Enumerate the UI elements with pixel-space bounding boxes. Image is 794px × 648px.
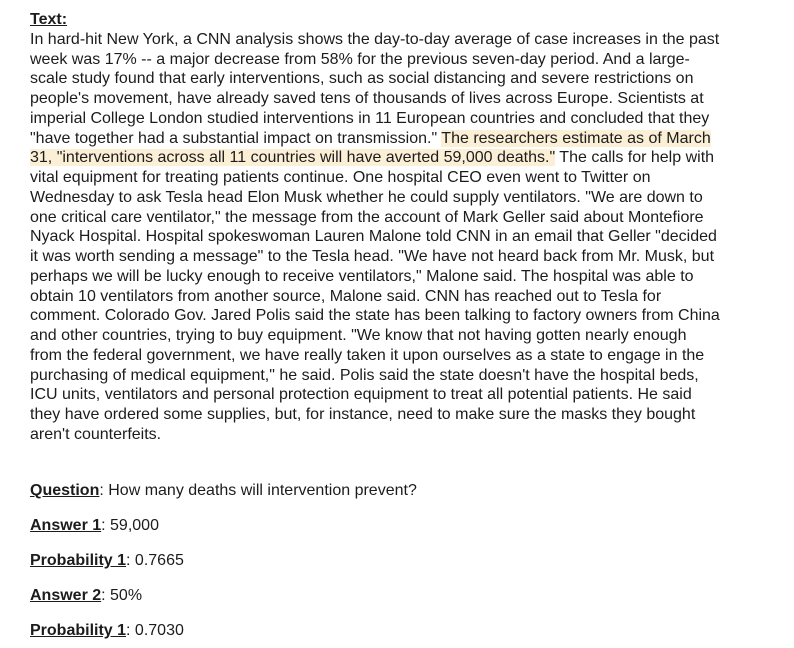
document-body: Text: In hard-hit New York, a CNN analys… — [30, 10, 720, 445]
probability-1-line: Probability 1: 0.7665 — [30, 551, 730, 571]
question-line: Question: How many deaths will intervent… — [30, 481, 730, 501]
probability-1-label: Probability 1 — [30, 552, 126, 569]
probability-2-line: Probability 1: 0.7030 — [30, 621, 730, 641]
passage-after: The calls for help with vital equipment … — [30, 149, 720, 443]
answer-1-label: Answer 1 — [30, 517, 101, 534]
question-text: : How many deaths will intervention prev… — [99, 482, 417, 499]
answer-2-value: : 50% — [101, 587, 142, 604]
probability-2-value: : 0.7030 — [126, 622, 184, 639]
text-section-label: Text: — [30, 10, 720, 30]
passage-text: In hard-hit New York, a CNN analysis sho… — [30, 30, 720, 445]
answer-1-value: : 59,000 — [101, 517, 159, 534]
probability-1-value: : 0.7665 — [126, 552, 184, 569]
answer-2-label: Answer 2 — [30, 587, 101, 604]
probability-2-label: Probability 1 — [30, 622, 126, 639]
question-label: Question — [30, 482, 99, 499]
answer-1-line: Answer 1: 59,000 — [30, 516, 730, 536]
answer-2-line: Answer 2: 50% — [30, 586, 730, 606]
